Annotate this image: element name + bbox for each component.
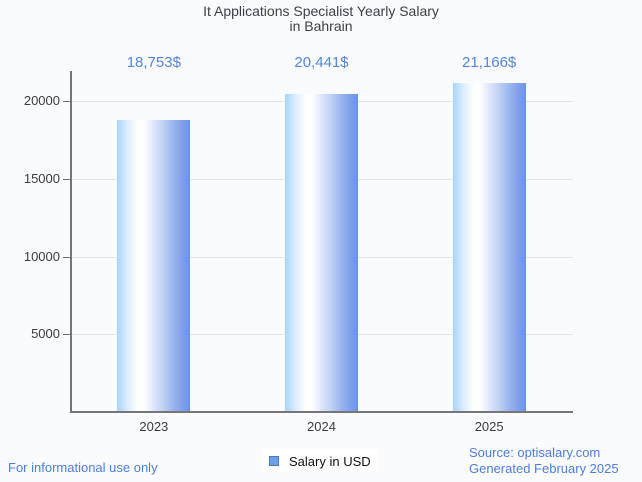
x-axis-label-2025: 2025 [474,419,504,434]
source-attribution: Source: optisalary.com Generated Februar… [469,445,619,477]
bar-2023 [117,120,191,412]
legend-label: Salary in USD [289,453,371,469]
ytick-mark-15000 [63,179,70,180]
ytick-mark-10000 [63,257,70,258]
x-axis-label-2023: 2023 [139,419,169,434]
y-axis-label: 10000 [23,249,60,264]
legend: Salary in USD [262,450,378,472]
x-axis-line [70,411,573,413]
chart-title: It Applications Specialist Yearly Salary… [0,4,642,34]
legend-swatch-icon [269,456,279,466]
y-axis-label: 5000 [31,326,60,341]
x-axis-label-2024: 2024 [307,419,336,434]
generated-line: Generated February 2025 [469,461,619,476]
value-label-2024: 20,441$ [294,54,349,71]
value-label-2025: 21,166$ [462,54,517,71]
y-axis-line [70,71,72,412]
y-axis-label: 15000 [23,171,60,186]
y-axis-label: 20000 [23,93,60,108]
bar-2024 [285,94,358,412]
chart-title-line2: in Bahrain [289,18,353,34]
bar-2025 [452,82,526,412]
ytick-mark-20000 [63,101,70,102]
value-label-2023: 18,753$ [126,54,181,71]
chart-title-line1: It Applications Specialist Yearly Salary [203,3,439,19]
ytick-mark-5000 [63,334,70,335]
disclaimer-text: For informational use only [8,460,158,475]
source-line: Source: optisalary.com [469,445,601,460]
